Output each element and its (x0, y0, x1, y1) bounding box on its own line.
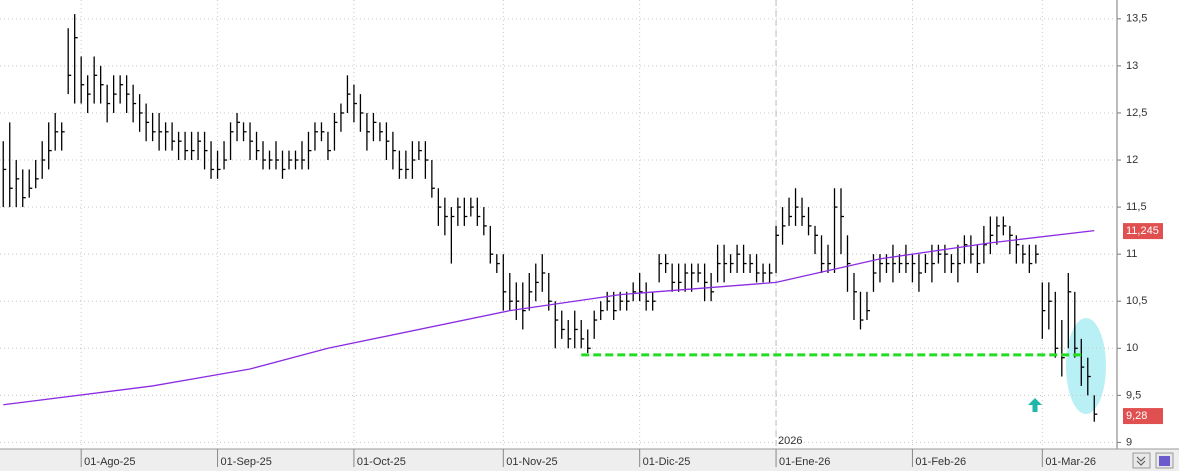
x-tick-label: 01-Dic-25 (643, 456, 691, 468)
y-tick-label: 13 (1126, 60, 1138, 72)
highlight-ellipse (1066, 318, 1106, 414)
x-axis-band (0, 449, 1179, 471)
save-icon (1159, 456, 1170, 466)
y-tick-label: 10 (1126, 342, 1138, 354)
scroll-icon (1136, 456, 1146, 466)
y-tick-label: 10,5 (1126, 295, 1147, 307)
year-marker-label: 2026 (778, 435, 802, 447)
price-tag-label: 11,245 (1126, 225, 1159, 237)
price-tag (1123, 223, 1163, 240)
x-tick-label: 01-Ene-26 (779, 456, 830, 468)
y-tick-label: 11,5 (1126, 201, 1147, 213)
price-tag (1123, 408, 1163, 425)
y-tick-label: 13,5 (1126, 13, 1147, 25)
y-tick-label: 12,5 (1126, 107, 1147, 119)
y-tick-label: 9 (1126, 436, 1132, 448)
y-tick-label: 12 (1126, 154, 1138, 166)
y-tick-label: 11 (1126, 248, 1137, 260)
x-tick-label: 01-Mar-26 (1045, 456, 1096, 468)
x-tick-label: 01-Feb-26 (915, 456, 966, 468)
x-tick-label: 01-Sep-25 (221, 456, 272, 468)
x-tick-label: 01-Nov-25 (506, 456, 557, 468)
price-tag-label: 9,28 (1126, 410, 1147, 422)
x-tick-label: 01-Ago-25 (84, 456, 135, 468)
y-tick-label: 9,5 (1126, 389, 1141, 401)
x-tick-label: 01-Oct-25 (357, 456, 406, 468)
up-arrow (1028, 398, 1042, 412)
moving-average (3, 229, 1095, 406)
